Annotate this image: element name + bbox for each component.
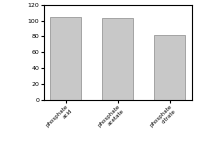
Bar — [154, 35, 185, 100]
Bar — [102, 18, 133, 100]
Bar — [50, 17, 81, 100]
